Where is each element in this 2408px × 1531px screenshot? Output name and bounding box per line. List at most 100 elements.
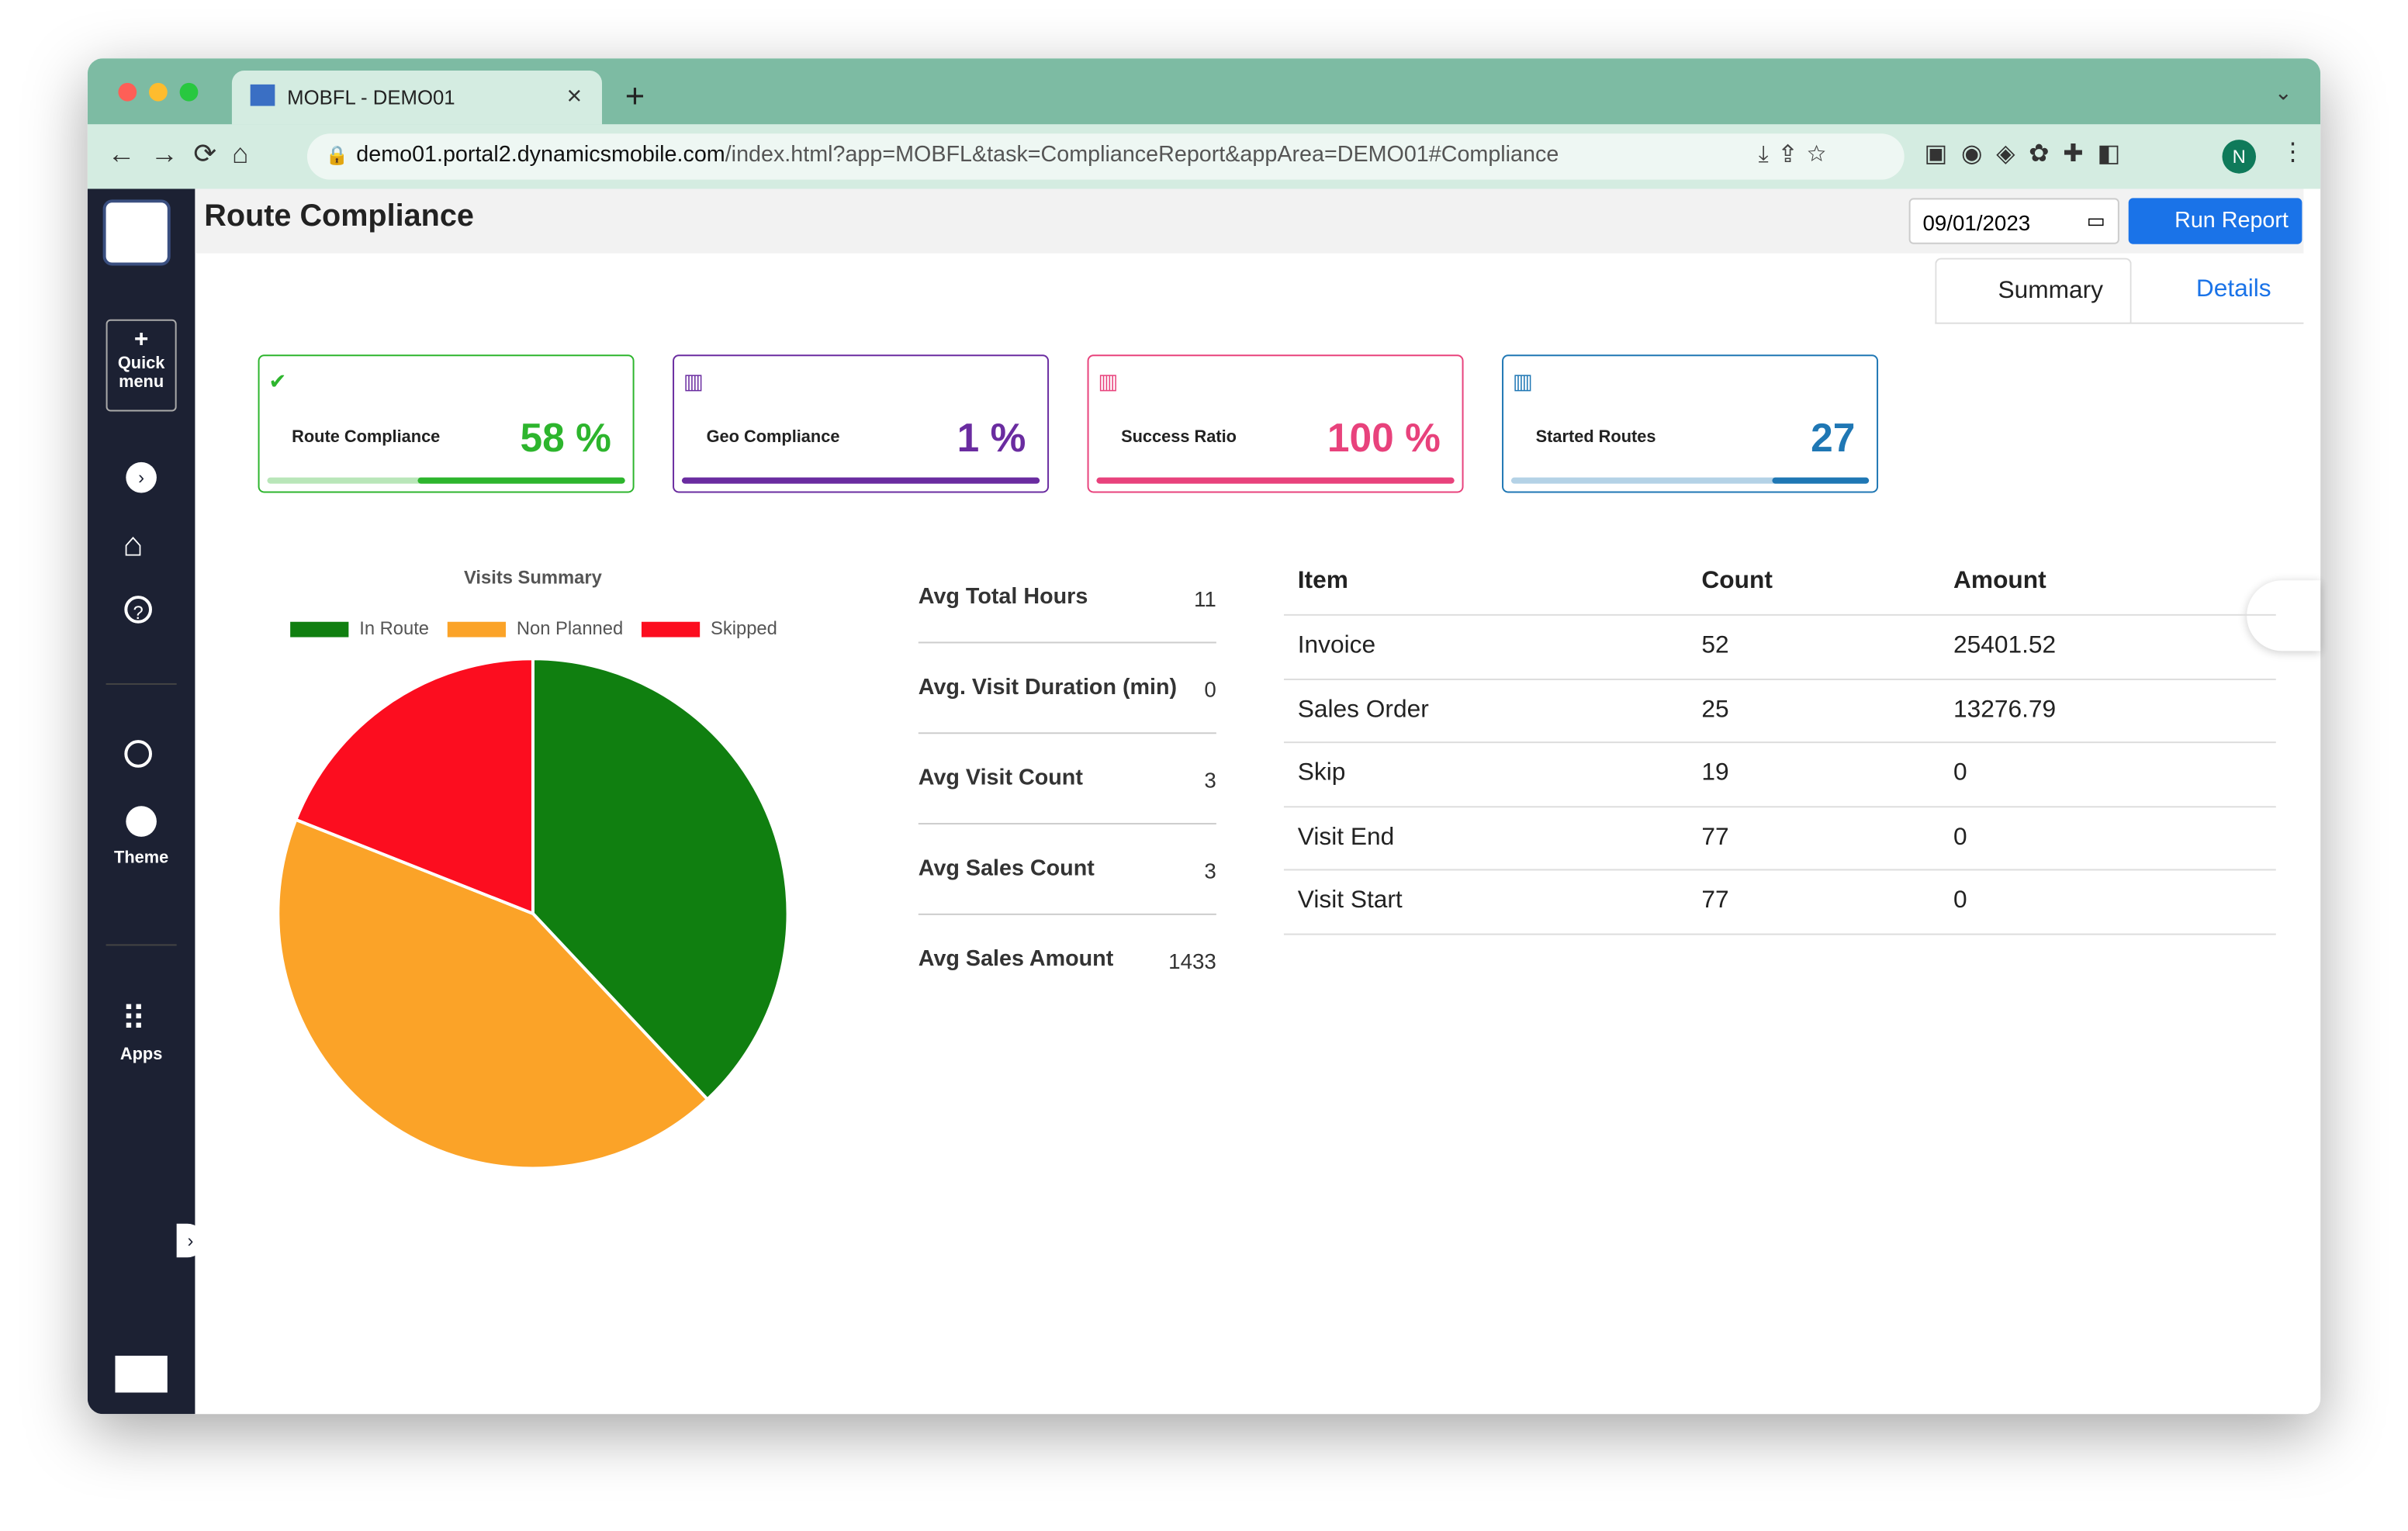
card-bar-fill bbox=[1096, 477, 1455, 484]
table-cell: Visit Start bbox=[1297, 887, 1403, 914]
table-rule bbox=[1283, 613, 2276, 616]
details-label: Details bbox=[2195, 276, 2271, 302]
table-rule bbox=[1283, 677, 2276, 679]
run-report-button[interactable]: Run Report bbox=[2128, 198, 2302, 244]
card-bar-fill bbox=[417, 477, 625, 484]
pie-slice bbox=[293, 657, 535, 916]
stat-label: Avg Total Hours bbox=[918, 585, 1088, 610]
table-cell: Invoice bbox=[1297, 632, 1376, 659]
toolbar: ← → ⟳ ⌂ 🔒 demo01.portal2.dynamicsmobile.… bbox=[87, 124, 2321, 189]
profile[interactable]: N bbox=[2222, 140, 2257, 174]
url-host: demo01.portal2.dynamicsmobile.com bbox=[356, 143, 725, 168]
card-bar bbox=[267, 477, 625, 484]
tab-title: MOBFL - DEMO01 bbox=[287, 85, 455, 109]
stat-value: 11 bbox=[1194, 586, 1216, 611]
card-bar-fill bbox=[681, 477, 1040, 484]
card-label: Geo Compliance bbox=[706, 428, 840, 448]
stat-label: Avg Visit Count bbox=[918, 766, 1083, 791]
stat-separator bbox=[918, 913, 1216, 915]
table-header: Amount bbox=[1953, 568, 2046, 595]
card-bar bbox=[681, 477, 1040, 484]
header: Route Compliance 09/01/2023 ▭ Run Report bbox=[195, 188, 2304, 254]
details-tab[interactable]: Details bbox=[2157, 258, 2303, 324]
browser-tab[interactable]: MOBFL - DEMO01 × bbox=[231, 71, 603, 125]
table-header: Item bbox=[1297, 568, 1348, 595]
table-rule bbox=[1283, 869, 2276, 871]
table-cell: 77 bbox=[1701, 887, 1729, 914]
legend-label: Non Planned bbox=[517, 618, 623, 639]
table-rule bbox=[1283, 741, 2276, 744]
stat-separator bbox=[918, 732, 1216, 734]
kpi-card: ▥ Geo Compliance 1 % bbox=[673, 354, 1050, 493]
card-icon: ▥ bbox=[1098, 368, 1119, 393]
table-cell: 25 bbox=[1701, 696, 1729, 723]
run-report-label: Run Report bbox=[2174, 209, 2289, 233]
legend-label: In Route bbox=[359, 618, 429, 639]
legend-swatch bbox=[641, 621, 701, 638]
summary-label: Summary bbox=[1998, 278, 2103, 304]
card-icon: ▥ bbox=[1512, 368, 1534, 393]
table-cell: 25401.52 bbox=[1953, 632, 2057, 659]
theme[interactable]: Theme bbox=[114, 848, 169, 868]
stat-separator bbox=[918, 823, 1216, 825]
legend-label: Skipped bbox=[711, 618, 777, 639]
table-rule bbox=[1283, 932, 2276, 935]
date-value: 09/01/2023 bbox=[1922, 210, 2031, 235]
url-bar[interactable]: 🔒 demo01.portal2.dynamicsmobile.com/inde… bbox=[306, 133, 1905, 180]
chart-title: Visits Summary bbox=[464, 568, 603, 589]
sidebar: + Quick menu › ⌂ ? Theme ⠿ Apps bbox=[87, 188, 195, 1415]
stat-value: 3 bbox=[1204, 858, 1216, 883]
table-cell: Sales Order bbox=[1297, 696, 1429, 723]
pie-slice bbox=[276, 817, 710, 1170]
card-label: Started Routes bbox=[1535, 428, 1656, 448]
apps[interactable]: Apps bbox=[119, 1045, 163, 1064]
table-header: Count bbox=[1701, 568, 1773, 595]
date-input[interactable]: 09/01/2023 ▭ bbox=[1908, 198, 2119, 244]
stat-label: Avg Sales Amount bbox=[918, 947, 1114, 973]
new-tab[interactable]: + bbox=[624, 76, 645, 116]
stat-value: 1433 bbox=[1168, 949, 1216, 974]
visits-chart: Visits Summary In Route Non Planned Skippe… bbox=[276, 568, 790, 1170]
card-bar bbox=[1096, 477, 1455, 484]
table-cell: Visit End bbox=[1297, 824, 1395, 850]
table-rule bbox=[1283, 805, 2276, 807]
stat-value: 0 bbox=[1204, 677, 1216, 702]
assistant-button[interactable] bbox=[2247, 580, 2321, 651]
table-cell: 52 bbox=[1701, 632, 1729, 659]
legend-swatch bbox=[447, 621, 507, 638]
card-label: Route Compliance bbox=[292, 428, 441, 448]
kpi-card: ✔ Route Compliance 58 % bbox=[258, 354, 635, 493]
table-cell: 19 bbox=[1701, 759, 1729, 786]
url-path: /index.html?app=MOBFL&task=ComplianceRep… bbox=[725, 143, 1559, 168]
window: MOBFL - DEMO01 × + ⌄ ← → ⟳ ⌂ 🔒 demo01.po… bbox=[87, 58, 2321, 1415]
kpi-card: ▥ Started Routes 27 bbox=[1502, 354, 1879, 493]
card-value: 58 % bbox=[520, 414, 611, 461]
table-cell: 13276.79 bbox=[1953, 696, 2057, 723]
table-cell: 0 bbox=[1953, 759, 1967, 786]
card-value: 1 % bbox=[957, 414, 1026, 461]
card-bar-fill bbox=[1772, 477, 1870, 484]
quick-menu[interactable]: + Quick menu bbox=[106, 319, 177, 412]
stat-separator bbox=[918, 641, 1216, 644]
table-cell: 77 bbox=[1701, 824, 1729, 850]
card-value: 27 bbox=[1811, 414, 1856, 461]
card-icon: ▥ bbox=[683, 368, 704, 393]
card-value: 100 % bbox=[1327, 414, 1441, 461]
card-icon: ✔ bbox=[268, 368, 287, 393]
summary-tab[interactable]: Summary bbox=[1935, 257, 2132, 324]
stat-label: Avg. Visit Duration (min) bbox=[918, 676, 1178, 700]
pie-slice bbox=[531, 657, 790, 1102]
card-label: Success Ratio bbox=[1121, 428, 1237, 448]
logo[interactable] bbox=[102, 199, 171, 266]
legend-swatch bbox=[290, 621, 349, 638]
stat-value: 3 bbox=[1204, 767, 1216, 793]
quick-menu-label: Quick menu bbox=[117, 354, 165, 392]
page-title: Route Compliance bbox=[204, 199, 474, 233]
table-cell: 0 bbox=[1953, 887, 1967, 914]
kpi-card: ▥ Success Ratio 100 % bbox=[1087, 354, 1464, 493]
stat-label: Avg Sales Count bbox=[918, 856, 1095, 882]
table-cell: Skip bbox=[1297, 759, 1346, 786]
window-buttons bbox=[118, 82, 210, 102]
